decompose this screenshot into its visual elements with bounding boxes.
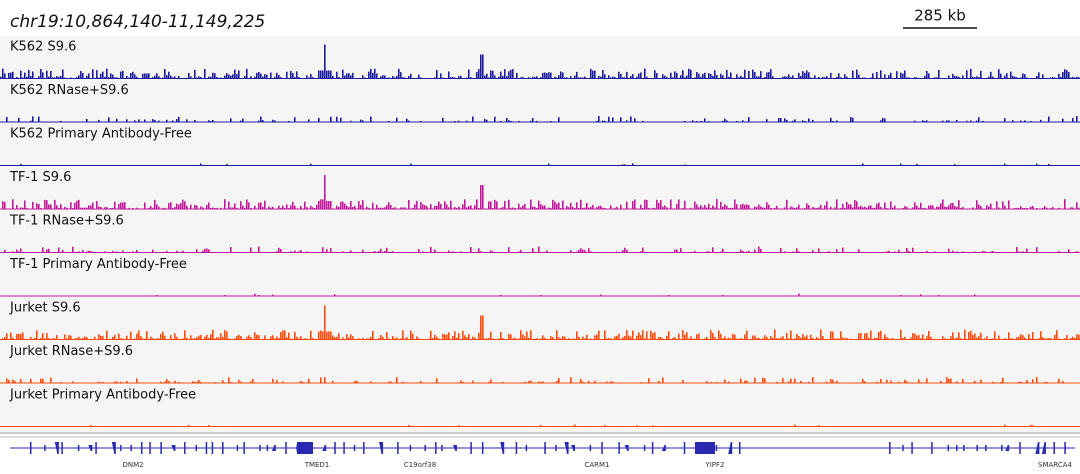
signal bbox=[6, 116, 1078, 122]
track-label: K562 Primary Antibody-Free bbox=[10, 127, 192, 142]
locus: chr19:10,864,140-11,149,225 bbox=[10, 12, 265, 32]
gene-label: TMED1 bbox=[304, 461, 330, 469]
track-label: TF-1 RNase+S9.6 bbox=[9, 214, 124, 229]
track-label: TF-1 Primary Antibody-Free bbox=[9, 257, 187, 272]
gene-label: DNM2 bbox=[122, 461, 143, 469]
track-label: Jurket RNase+S9.6 bbox=[9, 344, 133, 359]
scale-label: 285 kb bbox=[914, 7, 966, 25]
gene-label: C19orf38 bbox=[404, 461, 436, 469]
gene-label: YIPF2 bbox=[704, 461, 724, 469]
track-label: K562 RNase+S9.6 bbox=[10, 83, 129, 98]
track-panel bbox=[0, 36, 1080, 432]
track-label: Jurket S9.6 bbox=[9, 301, 81, 316]
gene-exons bbox=[30, 442, 1066, 454]
gene-label: CARM1 bbox=[584, 461, 609, 469]
gene-label: SMARCA4 bbox=[1038, 461, 1072, 469]
track-label: Jurket Primary Antibody-Free bbox=[9, 388, 196, 403]
track-label: TF-1 S9.6 bbox=[9, 170, 71, 185]
track-label: K562 S9.6 bbox=[10, 40, 76, 55]
